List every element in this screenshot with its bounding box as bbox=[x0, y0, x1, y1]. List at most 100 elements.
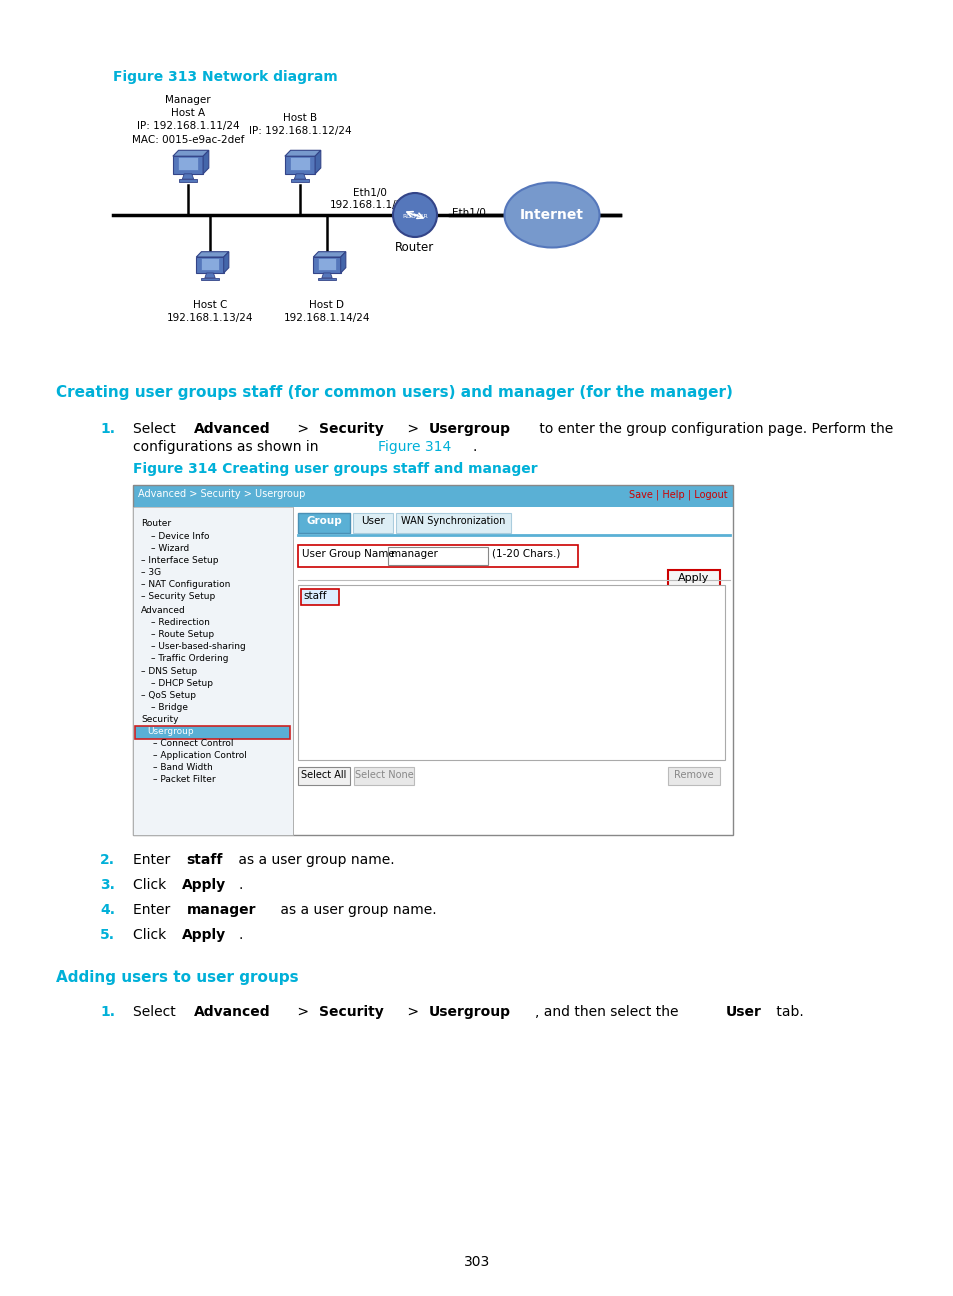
Text: 4.: 4. bbox=[100, 903, 115, 918]
Polygon shape bbox=[321, 273, 332, 277]
Bar bbox=[353, 513, 393, 533]
Text: Router: Router bbox=[141, 518, 171, 527]
Polygon shape bbox=[196, 251, 229, 257]
Text: Host C
192.168.1.13/24: Host C 192.168.1.13/24 bbox=[167, 299, 253, 323]
Text: >: > bbox=[402, 1004, 422, 1019]
Polygon shape bbox=[313, 257, 340, 273]
Text: ROUTER: ROUTER bbox=[402, 214, 428, 219]
Text: >: > bbox=[402, 422, 422, 435]
Text: Creating user groups staff (for common users) and manager (for the manager): Creating user groups staff (for common u… bbox=[56, 385, 732, 400]
Text: Select None: Select None bbox=[355, 770, 413, 780]
Bar bbox=[135, 726, 290, 739]
Text: 303: 303 bbox=[463, 1255, 490, 1269]
Text: Internet: Internet bbox=[519, 207, 583, 222]
Text: 1.: 1. bbox=[100, 1004, 115, 1019]
Text: Manager
Host A
IP: 192.168.1.11/24
MAC: 0015-e9ac-2def: Manager Host A IP: 192.168.1.11/24 MAC: … bbox=[132, 95, 244, 145]
Text: User Group Name: User Group Name bbox=[302, 550, 395, 559]
Bar bbox=[667, 767, 720, 785]
Text: Advanced: Advanced bbox=[193, 422, 270, 435]
Text: staff: staff bbox=[187, 853, 223, 867]
Text: >: > bbox=[293, 422, 313, 435]
Bar bbox=[201, 277, 218, 280]
Polygon shape bbox=[285, 150, 320, 157]
Text: Figure 313 Network diagram: Figure 313 Network diagram bbox=[112, 70, 337, 84]
Text: Advanced: Advanced bbox=[141, 607, 186, 616]
Text: – NAT Configuration: – NAT Configuration bbox=[141, 581, 230, 588]
Text: Remove: Remove bbox=[674, 770, 713, 780]
Bar bbox=[290, 157, 310, 170]
Text: .: . bbox=[238, 877, 243, 892]
Text: Eth1/0
192.168.1.1/24: Eth1/0 192.168.1.1/24 bbox=[330, 188, 410, 210]
Polygon shape bbox=[182, 174, 193, 179]
Polygon shape bbox=[172, 157, 203, 174]
Text: Apply: Apply bbox=[678, 573, 709, 583]
Text: Select: Select bbox=[132, 1004, 180, 1019]
Bar bbox=[297, 584, 724, 759]
Text: Adding users to user groups: Adding users to user groups bbox=[56, 969, 298, 985]
Bar bbox=[317, 258, 336, 270]
Text: .: . bbox=[238, 928, 243, 942]
Text: – Redirection: – Redirection bbox=[151, 618, 210, 627]
Polygon shape bbox=[314, 150, 320, 174]
Text: Apply: Apply bbox=[181, 877, 226, 892]
Text: – Packet Filter: – Packet Filter bbox=[152, 775, 215, 784]
Text: >: > bbox=[293, 1004, 313, 1019]
Text: Usergroup: Usergroup bbox=[428, 422, 510, 435]
Text: Click: Click bbox=[132, 928, 171, 942]
Bar bbox=[132, 485, 732, 507]
Text: Host B
IP: 192.168.1.12/24: Host B IP: 192.168.1.12/24 bbox=[249, 113, 351, 136]
Bar bbox=[291, 179, 309, 181]
Text: – QoS Setup: – QoS Setup bbox=[141, 691, 195, 700]
Text: Usergroup: Usergroup bbox=[428, 1004, 510, 1019]
Polygon shape bbox=[285, 157, 314, 174]
Text: – 3G: – 3G bbox=[141, 568, 161, 577]
Text: Security: Security bbox=[318, 1004, 383, 1019]
Text: – Route Setup: – Route Setup bbox=[151, 630, 213, 639]
Bar bbox=[177, 157, 198, 170]
Text: WAN Synchronization: WAN Synchronization bbox=[400, 516, 505, 526]
Text: as a user group name.: as a user group name. bbox=[276, 903, 436, 918]
Text: Figure 314: Figure 314 bbox=[377, 441, 451, 454]
Text: Router: Router bbox=[395, 241, 435, 254]
Text: .: . bbox=[472, 441, 476, 454]
Text: Enter: Enter bbox=[132, 903, 174, 918]
Text: 1.: 1. bbox=[100, 422, 115, 435]
Text: Select All: Select All bbox=[301, 770, 346, 780]
Ellipse shape bbox=[504, 183, 598, 248]
Polygon shape bbox=[294, 174, 305, 179]
Text: , and then select the: , and then select the bbox=[534, 1004, 681, 1019]
Circle shape bbox=[393, 193, 436, 237]
Text: – Bridge: – Bridge bbox=[151, 702, 188, 712]
Text: Usergroup: Usergroup bbox=[147, 727, 193, 736]
Polygon shape bbox=[196, 257, 223, 273]
Text: 3.: 3. bbox=[100, 877, 114, 892]
Text: Group: Group bbox=[306, 516, 341, 526]
Text: Advanced > Security > Usergroup: Advanced > Security > Usergroup bbox=[138, 489, 305, 499]
Bar bbox=[297, 513, 350, 533]
Text: – Device Info: – Device Info bbox=[151, 531, 210, 540]
Text: – Interface Setup: – Interface Setup bbox=[141, 556, 218, 565]
Text: Advanced: Advanced bbox=[193, 1004, 270, 1019]
Bar bbox=[297, 767, 350, 785]
Polygon shape bbox=[205, 273, 215, 277]
Text: Enter: Enter bbox=[132, 853, 174, 867]
Text: to enter the group configuration page. Perform the: to enter the group configuration page. P… bbox=[534, 422, 892, 435]
Bar bbox=[301, 588, 338, 605]
Text: Figure 314 Creating user groups staff and manager: Figure 314 Creating user groups staff an… bbox=[132, 461, 537, 476]
Bar bbox=[318, 277, 335, 280]
Bar bbox=[667, 570, 720, 590]
Text: Eth1/0: Eth1/0 bbox=[452, 207, 485, 218]
Text: – DNS Setup: – DNS Setup bbox=[141, 667, 197, 677]
Text: – User-based-sharing: – User-based-sharing bbox=[151, 642, 246, 651]
Text: 2.: 2. bbox=[100, 853, 115, 867]
Bar bbox=[395, 513, 511, 533]
Bar bbox=[200, 258, 219, 270]
Text: User: User bbox=[361, 516, 384, 526]
Polygon shape bbox=[340, 251, 345, 273]
Text: 5.: 5. bbox=[100, 928, 115, 942]
Text: Host D
192.168.1.14/24: Host D 192.168.1.14/24 bbox=[283, 299, 370, 323]
Polygon shape bbox=[223, 251, 229, 273]
Bar bbox=[388, 547, 488, 565]
Polygon shape bbox=[172, 150, 209, 157]
Text: configurations as shown in: configurations as shown in bbox=[132, 441, 322, 454]
